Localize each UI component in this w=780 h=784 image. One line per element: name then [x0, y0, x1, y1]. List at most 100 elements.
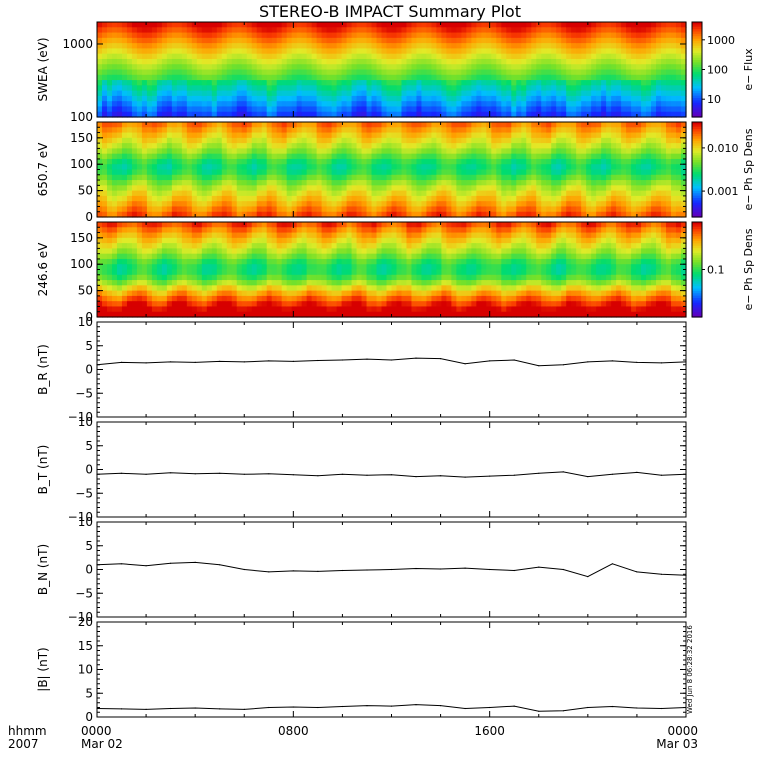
heatmap-cell [217, 170, 223, 176]
heatmap-cell [486, 159, 492, 165]
heatmap-cell [601, 91, 607, 97]
heatmap-cell [112, 159, 118, 165]
heatmap-cell [616, 206, 622, 212]
heatmap-cell [621, 180, 627, 186]
heatmap-cell [202, 270, 208, 276]
heatmap-cell [367, 175, 373, 181]
heatmap-cell [197, 270, 203, 276]
heatmap-cell [147, 227, 153, 233]
heatmap-cell [541, 22, 547, 28]
heatmap-cell [466, 143, 472, 149]
heatmap-cell [157, 233, 163, 239]
heatmap-cell [426, 133, 432, 139]
heatmap-cell [207, 248, 213, 254]
heatmap-cell [636, 159, 642, 165]
heatmap-cell [661, 201, 667, 207]
heatmap-cell [556, 175, 562, 181]
heatmap-cell [451, 70, 457, 76]
heatmap-cell [212, 106, 218, 112]
heatmap-cell [217, 227, 223, 233]
heatmap-cell [322, 101, 328, 107]
heatmap-cell [217, 96, 223, 102]
heatmap-cell [162, 127, 168, 133]
heatmap-cell [217, 85, 223, 91]
heatmap-cell [676, 191, 682, 197]
heatmap-cell [127, 180, 133, 186]
heatmap-cell [332, 185, 338, 191]
heatmap-cell [516, 170, 522, 176]
heatmap-cell [352, 85, 358, 91]
heatmap-cell [636, 133, 642, 139]
heatmap-cell [501, 91, 507, 97]
heatmap-cell [556, 201, 562, 207]
heatmap-cell [661, 43, 667, 49]
heatmap-cell [182, 301, 188, 307]
heatmap-cell [147, 180, 153, 186]
heatmap-cell [471, 54, 477, 60]
heatmap-cell [421, 27, 427, 33]
heatmap-cell [621, 64, 627, 70]
heatmap-cell [372, 196, 378, 202]
heatmap-cell [307, 122, 313, 128]
heatmap-cell [501, 101, 507, 107]
heatmap-cell [456, 54, 462, 60]
heatmap-cell [551, 85, 557, 91]
heatmap-cell [401, 54, 407, 60]
heatmap-cell [526, 75, 532, 81]
heatmap-cell [551, 170, 557, 176]
heatmap-cell [182, 264, 188, 270]
heatmap-cell [661, 80, 667, 86]
heatmap-cell [147, 127, 153, 133]
heatmap-cell [232, 133, 238, 139]
heatmap-cell [372, 143, 378, 149]
heatmap-cell [476, 54, 482, 60]
heatmap-cell [142, 101, 148, 107]
heatmap-cell [451, 22, 457, 28]
heatmap-cell [606, 175, 612, 181]
heatmap-cell [287, 185, 293, 191]
heatmap-cell [192, 301, 198, 307]
heatmap-cell [491, 80, 497, 86]
heatmap-cell [127, 196, 133, 202]
heatmap-cell [307, 148, 313, 154]
heatmap-cell [272, 154, 278, 160]
heatmap-cell [641, 38, 647, 44]
heatmap-cell [157, 80, 163, 86]
heatmap-cell [152, 222, 158, 228]
heatmap-cell [451, 175, 457, 181]
heatmap-cell [212, 201, 218, 207]
heatmap-cell [152, 148, 158, 154]
heatmap-cell [232, 238, 238, 244]
heatmap-cell [157, 127, 163, 133]
heatmap-cell [132, 80, 138, 86]
heatmap-cell [292, 106, 298, 112]
heatmap-cell [382, 70, 388, 76]
heatmap-cell [252, 180, 258, 186]
heatmap-cell [551, 191, 557, 197]
heatmap-cell [526, 96, 532, 102]
heatmap-cell [601, 96, 607, 102]
heatmap-cell [421, 180, 427, 186]
heatmap-cell [436, 175, 442, 181]
heatmap-cell [357, 154, 363, 160]
heatmap-cell [556, 22, 562, 28]
heatmap-cell [297, 80, 303, 86]
heatmap-cell [426, 148, 432, 154]
heatmap-cell [606, 75, 612, 81]
heatmap-cell [197, 243, 203, 249]
heatmap-cell [576, 180, 582, 186]
heatmap-cell [621, 138, 627, 144]
heatmap-cell [616, 70, 622, 76]
heatmap-cell [202, 106, 208, 112]
heatmap-cell [157, 54, 163, 60]
heatmap-cell [322, 96, 328, 102]
heatmap-cell [102, 54, 108, 60]
heatmap-cell [187, 101, 193, 107]
heatmap-cell [676, 75, 682, 81]
heatmap-cell [451, 185, 457, 191]
heatmap-cell [232, 148, 238, 154]
heatmap-cell [132, 222, 138, 228]
heatmap-cell [182, 164, 188, 170]
heatmap-cell [372, 106, 378, 112]
heatmap-cell [157, 85, 163, 91]
